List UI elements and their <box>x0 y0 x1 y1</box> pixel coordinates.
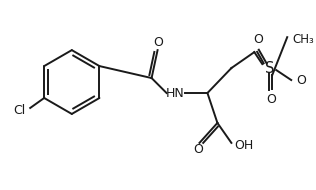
Text: S: S <box>264 61 274 76</box>
Text: O: O <box>193 143 204 156</box>
Text: O: O <box>253 33 263 46</box>
Text: O: O <box>296 74 306 86</box>
Text: O: O <box>266 93 276 106</box>
Text: HN: HN <box>166 86 185 100</box>
Text: OH: OH <box>235 139 254 152</box>
Text: Cl: Cl <box>13 105 25 117</box>
Text: O: O <box>154 36 163 49</box>
Text: CH₃: CH₃ <box>292 33 314 46</box>
